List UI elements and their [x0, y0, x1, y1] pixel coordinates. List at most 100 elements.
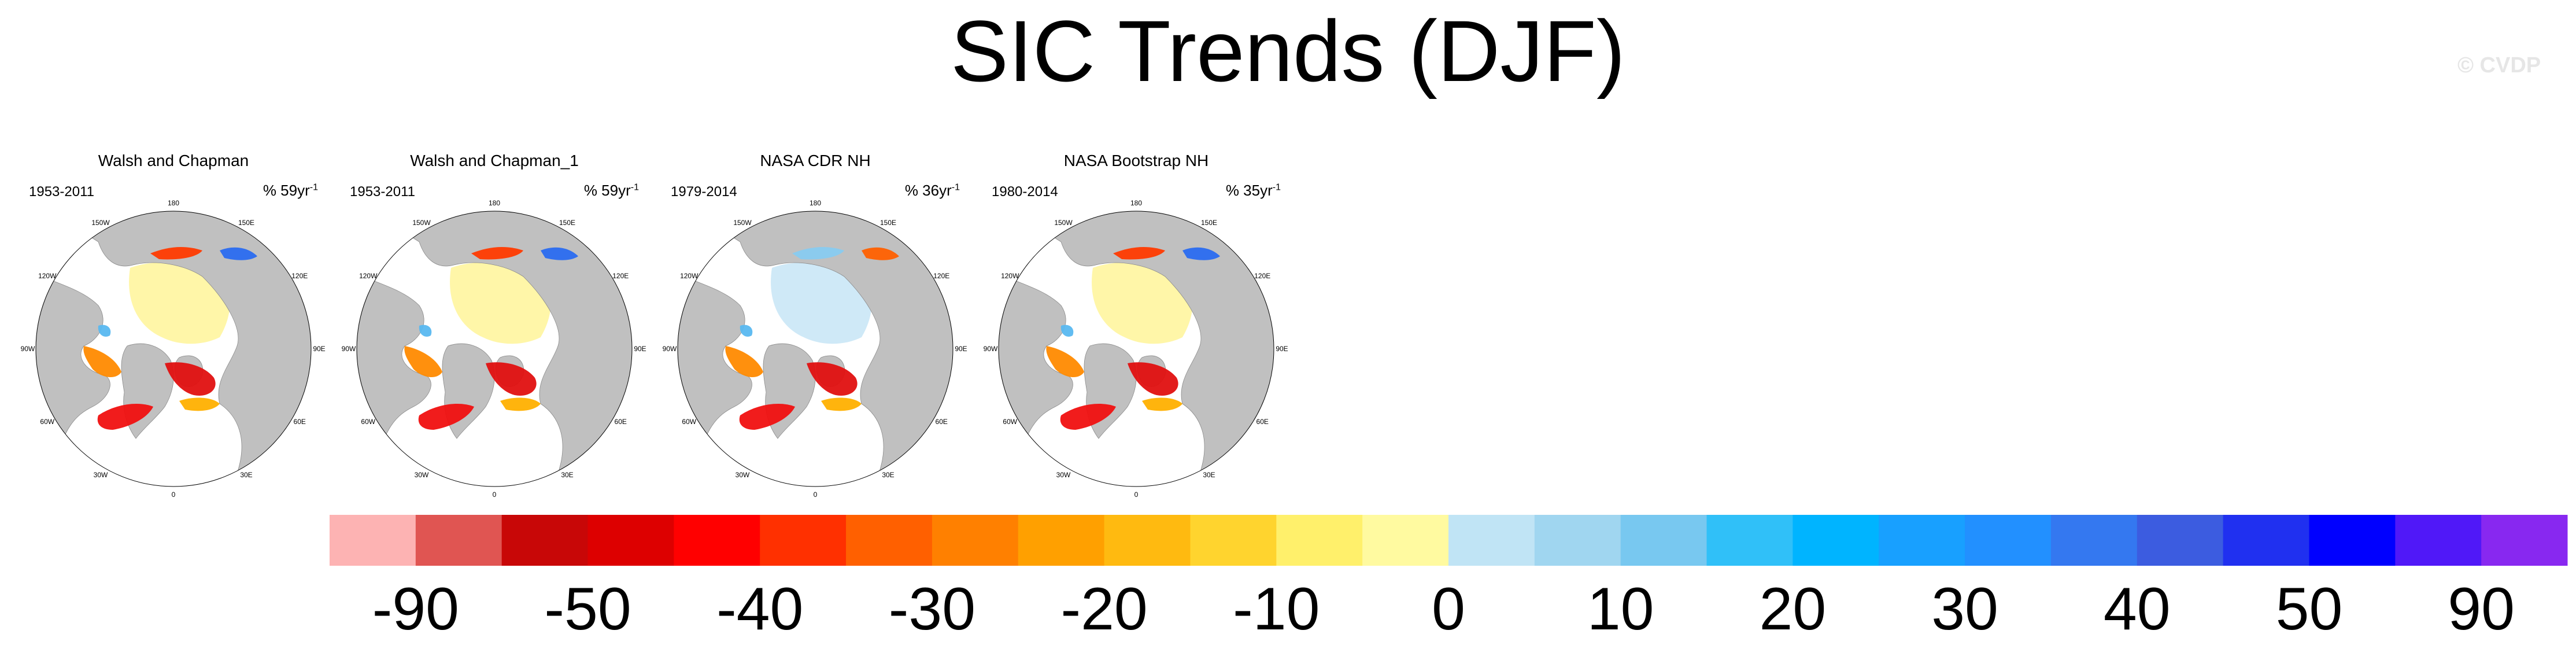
longitude-label: 180: [1130, 199, 1142, 207]
longitude-label: 150W: [412, 219, 431, 227]
polar-map: 180 150W 150E 120W 120E 90W 90E 60W 60E 30W 30E 0: [21, 199, 326, 499]
colorbar-box: [1448, 515, 1535, 566]
map-panel: NASA CDR NH 1979-2014% 36yr-1 180 150W 150E 1…: [663, 152, 967, 499]
longitude-label: 180: [168, 199, 179, 207]
panel-period: 1979-2014: [671, 184, 737, 200]
longitude-label: 30E: [882, 471, 894, 479]
map-outline: [35, 211, 312, 487]
colorbar-tick-label: -10: [1233, 576, 1320, 643]
trend-patch: [220, 247, 257, 260]
colorbar-box: [587, 515, 674, 566]
map-panel: Walsh and Chapman 1953-2011 % 59yr-1 180 150…: [21, 152, 326, 499]
units-exponent: -1: [1272, 182, 1281, 193]
longitude-label: 120E: [933, 272, 949, 280]
trend-patch: [165, 362, 216, 396]
longitude-label: 30W: [94, 471, 108, 479]
map-outline: [677, 211, 953, 487]
colorbar-tick-label: 50: [2276, 576, 2343, 643]
longitude-label: 120E: [291, 272, 308, 280]
longitude-label: 30W: [415, 471, 429, 479]
longitude-label: 90E: [1276, 345, 1288, 353]
colorbar-tick-label: 90: [2448, 576, 2515, 643]
units-text: % 59yr: [583, 182, 631, 199]
colorbar-box: [2395, 515, 2482, 566]
longitude-label: 60E: [936, 418, 948, 426]
colorbar-box: [2137, 515, 2224, 566]
longitude-label: 150W: [91, 219, 110, 227]
colorbar-box: [1018, 515, 1105, 566]
panel-period: 1980-2014: [992, 184, 1058, 200]
colorbar-box: [2050, 515, 2138, 566]
longitude-label: 60W: [40, 418, 54, 426]
longitude-label: 150E: [1201, 219, 1217, 227]
eurasia-land: [396, 211, 632, 474]
colorbar-box: [330, 515, 416, 566]
longitude-label: 0: [172, 491, 176, 499]
colorbar-box: [415, 515, 502, 566]
longitude-label: 30E: [561, 471, 573, 479]
longitude-label: 150W: [1054, 219, 1073, 227]
map-panel: NASA Bootstrap NH 1980-2014 % 35yr-1 180 150…: [984, 152, 1288, 499]
longitude-label: 90W: [984, 345, 998, 353]
panel-units: % 36yr-1: [905, 182, 960, 200]
polar-map: 180 150W 150E 120W 120E 90W 90E 60W 60E 30W 30E 0: [663, 199, 967, 499]
map-panel: Walsh and Chapman_1 1953-2011% 59yr-1 180 1…: [342, 152, 646, 499]
longitude-label: 0: [814, 491, 818, 499]
longitude-label: 60W: [682, 418, 696, 426]
longitude-label: 180: [810, 199, 821, 207]
colorbar-tick-label: 0: [1432, 576, 1465, 643]
trend-patch: [418, 404, 474, 430]
trend-patch: [98, 325, 111, 337]
colorbar-tick-label: -50: [544, 576, 631, 643]
trend-patch: [821, 397, 862, 411]
longitude-label: 60W: [361, 418, 375, 426]
trend-patch: [792, 246, 844, 260]
trend-patch: [862, 247, 899, 260]
colorbar-tick-label: -30: [889, 576, 975, 643]
colorbar-tick-label: 10: [1587, 576, 1654, 643]
map-outline: [998, 211, 1274, 487]
trend-patch: [725, 346, 763, 378]
trend-patch: [83, 346, 121, 378]
arctic-ice-region: [129, 262, 230, 344]
longitude-label: 60E: [294, 418, 306, 426]
longitude-label: 30W: [1056, 471, 1071, 479]
colorbar-tick-label: 30: [1931, 576, 1998, 643]
longitude-label: 120E: [612, 272, 629, 280]
trend-patch: [740, 325, 753, 337]
longitude-label: 90E: [313, 345, 325, 353]
trend-patch: [419, 325, 432, 337]
trend-patch: [1182, 247, 1220, 260]
longitude-label: 120W: [359, 272, 378, 280]
longitude-label: 150W: [733, 219, 752, 227]
panel-units: % 59yr-1: [263, 182, 318, 200]
units-exponent: -1: [951, 182, 960, 193]
colorbar-box: [1706, 515, 1793, 566]
eurasia-land: [716, 211, 953, 474]
longitude-label: 60E: [615, 418, 627, 426]
units-text: % 35yr: [1225, 182, 1273, 199]
longitude-label: 180: [489, 199, 500, 207]
colorbar-tick-label: -20: [1060, 576, 1147, 643]
colorbar-box: [1965, 515, 2052, 566]
longitude-label: 90E: [955, 345, 967, 353]
colorbar-tick-label: 40: [2104, 576, 2171, 643]
longitude-label: 150E: [238, 219, 254, 227]
longitude-label: 90E: [634, 345, 646, 353]
trend-patch: [1142, 397, 1182, 411]
colorbar-box: [2309, 515, 2396, 566]
colorbar-tick-label: 20: [1760, 576, 1827, 643]
longitude-label: 60E: [1256, 418, 1269, 426]
map-outline: [356, 211, 633, 487]
longitude-label: 120E: [1254, 272, 1270, 280]
polar-map: 180 150W 150E 120W 120E 90W 90E 60W 60E 30W 30E 0: [342, 199, 646, 499]
colorbar-box: [674, 515, 760, 566]
longitude-label: 120W: [1001, 272, 1019, 280]
longitude-label: 0: [493, 491, 497, 499]
panel-title: NASA CDR NH: [760, 152, 871, 169]
units-exponent: -1: [309, 182, 318, 193]
arctic-ice-region: [450, 262, 551, 344]
longitude-label: 120W: [38, 272, 57, 280]
trend-patch: [97, 404, 153, 430]
longitude-label: 120W: [680, 272, 698, 280]
